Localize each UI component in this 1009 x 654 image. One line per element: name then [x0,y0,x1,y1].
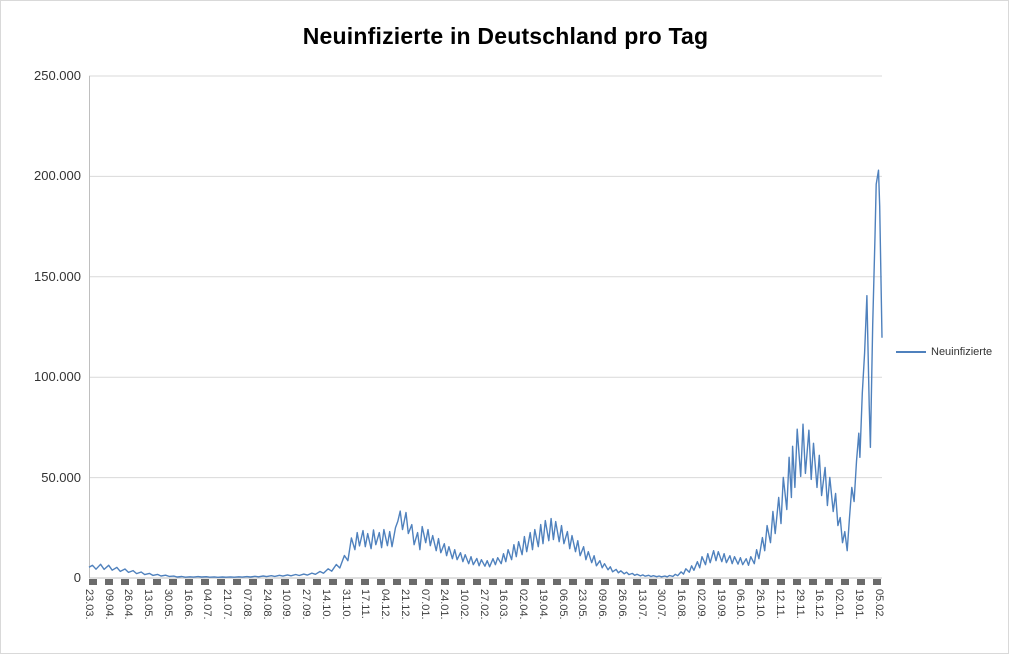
x-axis-tick-label: 27.02. [477,589,490,620]
x-axis-tick-label: 29.11. [793,589,806,619]
x-axis-tick-label: 02.09. [694,589,707,620]
x-axis-tick-label: 27.09. [300,589,313,620]
x-axis-tick-label: 19.04. [536,589,549,620]
x-axis-tick-label: 21.07. [221,589,234,620]
x-axis-tick-label: 30.07. [655,589,668,620]
legend: Neuinfizierte [896,346,992,358]
x-axis-tick-label: 09.04. [102,589,115,620]
y-axis-tick-label: 200.000 [34,168,81,184]
x-axis-tick-label: 06.10. [734,589,747,620]
x-axis-tick-label: 02.01. [833,589,846,620]
x-axis-tick-label: 04.12. [379,589,392,620]
x-axis-tick-label: 24.01. [438,589,451,620]
x-axis-tick-label: 09.06. [596,589,609,620]
x-axis-tick-label: 04.07. [201,589,214,620]
x-axis-tick-label: 13.07. [635,589,648,620]
x-axis-tick-label: 16.08. [675,589,688,620]
x-axis-tick-label: 26.04. [122,589,135,620]
x-axis-tick-label: 10.09. [280,589,293,620]
x-axis-tick-label: 17.11. [359,589,372,619]
chart-title: Neuinfizierte in Deutschland pro Tag [302,23,709,49]
x-axis-tick-label: 16.06. [181,589,194,620]
x-axis-tick-label: 23.05. [576,589,589,620]
x-axis-tick-label: 07.08. [240,589,253,620]
x-axis-tick-label: 14.10. [319,589,332,620]
x-axis-tick-label: 07.01. [418,589,431,620]
x-axis-tick-label: 24.08. [260,589,273,620]
x-axis-tick-label: 19.09. [714,589,727,620]
x-axis-tick-label: 26.06. [615,589,628,620]
x-axis-tick-label: 16.03. [497,589,510,620]
x-axis-tick-label: 30.05. [161,589,174,620]
y-axis-tick-label: 0 [73,570,81,585]
x-axis-tick-label: 05.02. [872,589,885,620]
line-chart-svg [88,75,883,579]
x-axis-tick-label: 23.03. [83,589,95,620]
legend-label: Neuinfizierte [931,346,993,358]
y-axis-tick-label: 250.000 [34,68,81,83]
x-axis-tick-strip [89,579,882,585]
x-axis-tick-label: 16.12. [813,589,826,620]
legend-line-swatch [896,351,926,353]
x-axis-tick-label: 02.04. [517,589,530,620]
y-axis-tick-label: 100.000 [34,369,81,385]
x-axis-tick-label: 12.11. [773,589,786,619]
x-axis-tick-label: 26.10. [754,589,767,620]
x-axis-tick-label: 13.05. [142,589,155,620]
x-axis-tick-label: 31.10. [339,589,352,620]
x-axis-tick-label: 21.12. [398,589,411,620]
x-axis-tick-label: 06.05. [556,589,569,620]
y-axis-tick-label: 50.000 [41,469,81,485]
y-axis-tick-label: 150.000 [34,268,81,284]
series-line-neuinfizierte [88,169,883,578]
x-axis-tick-label: 19.01. [852,589,865,620]
x-axis-tick-label: 10.02. [458,589,471,620]
